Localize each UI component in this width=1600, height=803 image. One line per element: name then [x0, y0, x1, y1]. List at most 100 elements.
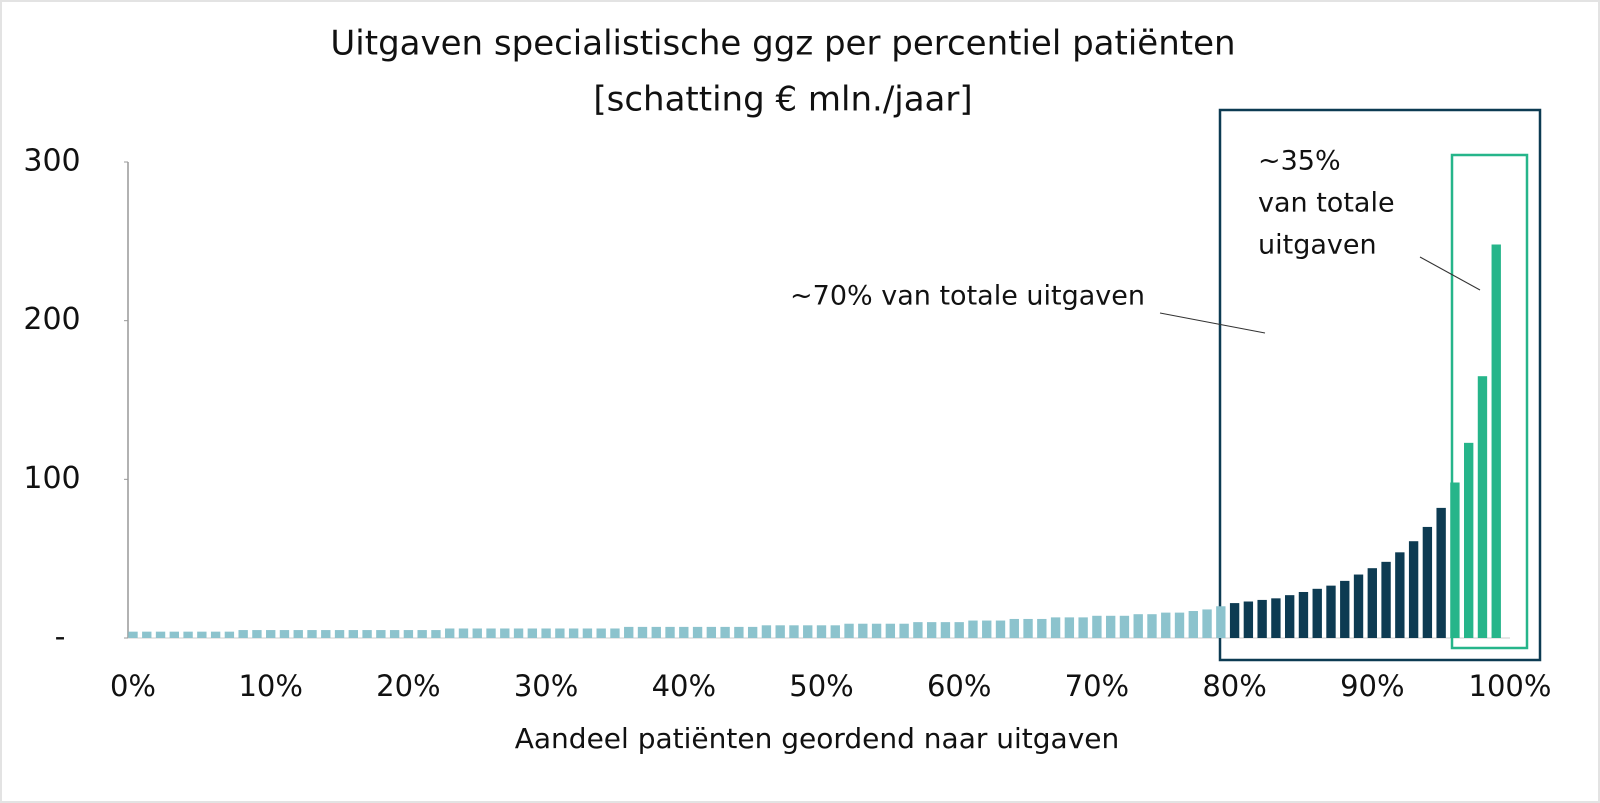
bar: [1353, 574, 1364, 638]
bar: [871, 623, 882, 638]
bar: [995, 620, 1006, 638]
bar: [403, 630, 414, 638]
bar: [417, 630, 427, 638]
bar: [1381, 561, 1391, 638]
bar: [1188, 611, 1198, 638]
bar: [1395, 552, 1405, 638]
bar: [279, 630, 290, 638]
bar: [252, 630, 262, 638]
x-tick-label: 0%: [110, 669, 156, 703]
bar: [1147, 614, 1157, 638]
bar: [1340, 580, 1350, 638]
x-tick-label: 10%: [238, 669, 302, 703]
x-tick-label: 80%: [1202, 669, 1266, 703]
bar: [926, 622, 937, 638]
bar: [610, 628, 620, 638]
bar: [844, 623, 854, 638]
bar: [1243, 601, 1254, 638]
bar: [1009, 618, 1019, 638]
bar: [885, 623, 896, 638]
bar: [830, 625, 840, 638]
bar: [858, 623, 868, 638]
bar: [940, 622, 951, 638]
x-tick-label: 20%: [376, 669, 440, 703]
bar: [734, 626, 744, 638]
bar: [761, 625, 772, 638]
bar: [348, 630, 359, 638]
bar: [183, 631, 193, 638]
bar: [238, 630, 248, 638]
annotation: ~35%: [1258, 146, 1341, 177]
bar: [1326, 585, 1336, 638]
bar: [568, 628, 579, 638]
bar: [637, 626, 648, 638]
bar: [1491, 244, 1501, 639]
bar: [321, 630, 331, 638]
bar: [1023, 618, 1033, 638]
bar: [913, 622, 923, 638]
bar: [500, 628, 510, 638]
highlight-box: [1450, 153, 1529, 650]
bar: [1312, 588, 1322, 638]
bar: [1436, 507, 1446, 638]
y-tick-label: 300: [23, 144, 80, 179]
bar: [1133, 614, 1143, 638]
bar: [472, 628, 482, 638]
bar: [1119, 615, 1130, 638]
bar: [816, 625, 827, 638]
bar: [665, 626, 675, 638]
bar: [1257, 599, 1267, 638]
bar: [954, 622, 964, 638]
bar: [1271, 598, 1281, 638]
y-tick-label: -: [55, 620, 66, 655]
bar: [197, 631, 207, 638]
bar: [266, 630, 276, 638]
bar: [210, 631, 221, 638]
bar: [1367, 568, 1377, 638]
bar: [747, 626, 758, 638]
bar: [1174, 612, 1185, 638]
bar: [362, 630, 372, 638]
bar: [541, 628, 551, 638]
bar: [1464, 442, 1474, 638]
bar: [293, 630, 303, 638]
bar: [582, 628, 593, 638]
bar: [789, 625, 799, 638]
bar: [389, 630, 400, 638]
bar: [1477, 376, 1488, 638]
bar: [224, 631, 235, 638]
bar: [803, 625, 813, 638]
bar: [982, 620, 992, 638]
bar: [334, 630, 345, 638]
bar: [169, 631, 179, 638]
bar: [445, 628, 455, 638]
bar: [527, 628, 538, 638]
bar: [142, 631, 152, 638]
chart-title: Uitgaven specialistische ggz per percent…: [330, 24, 1235, 64]
bar: [679, 626, 689, 638]
bar: [1050, 617, 1061, 638]
chart-subtitle: [schatting € mln./jaar]: [593, 80, 972, 120]
x-axis-label: Aandeel patiënten geordend naar uitgaven: [515, 722, 1120, 755]
bar: [624, 626, 634, 638]
x-tick-label: 90%: [1340, 669, 1404, 703]
x-tick-label: 70%: [1065, 669, 1129, 703]
highlight-box: [1218, 108, 1542, 662]
bar: [692, 626, 703, 638]
bar: [1408, 541, 1419, 638]
bar: [720, 626, 730, 638]
bar: [431, 630, 441, 638]
bar: [1064, 617, 1075, 638]
bar: [1105, 615, 1116, 638]
leader-line: [1419, 256, 1481, 291]
bar: [775, 625, 785, 638]
bar: [486, 628, 496, 638]
bar: [706, 626, 717, 638]
y-tick-label: 200: [23, 302, 80, 337]
annotation: ~70% van totale uitgaven: [790, 281, 1145, 312]
bar: [1450, 482, 1460, 638]
bar: [596, 628, 606, 638]
bar: [1078, 617, 1088, 638]
